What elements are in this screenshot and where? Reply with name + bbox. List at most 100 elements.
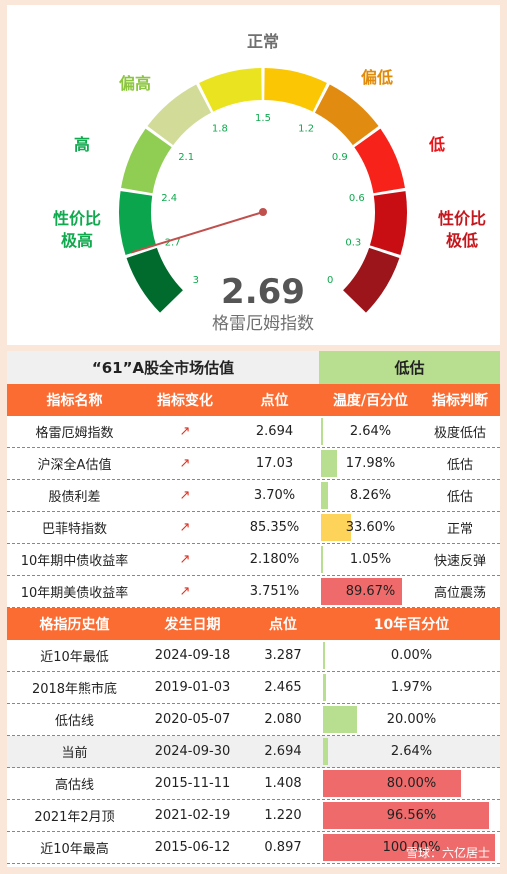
history-value: 3.287 xyxy=(264,648,302,663)
percentile-bar xyxy=(321,546,323,573)
history-percentile-bar xyxy=(323,674,327,701)
indicator-name: 巴菲特指数 xyxy=(41,522,107,537)
indicator-value: 2.180% xyxy=(249,552,300,567)
gauge-segment xyxy=(121,128,172,194)
indicator-judgement: 低估 xyxy=(446,458,473,473)
history-name: 高估线 xyxy=(54,778,94,793)
history-percentile-bar xyxy=(323,738,328,765)
history-name: 2018年熊市底 xyxy=(31,682,118,697)
percentile-cell: 17.98% xyxy=(321,448,420,479)
verdict-badge: 低估 xyxy=(319,351,500,384)
trend-arrow: ↗ xyxy=(179,424,191,439)
indicator-judgement: 极度低估 xyxy=(433,426,486,441)
watermark: 雪球：六亿居士 xyxy=(405,846,490,860)
indicator-name: 格雷厄姆指数 xyxy=(35,426,114,441)
gauge-segment xyxy=(264,68,327,112)
percentile-text: 33.60% xyxy=(345,520,396,535)
history-percentile-text: 1.97% xyxy=(390,680,433,695)
percentile-text: 1.05% xyxy=(349,552,392,567)
percentile-cell: 2.64% xyxy=(321,416,420,447)
trend-arrow: ↗ xyxy=(179,552,191,567)
trend-arrow: ↗ xyxy=(179,520,191,535)
gauge-tick-label: 0.9 xyxy=(332,152,348,163)
history-percentile-cell: 20.00% xyxy=(323,704,500,735)
history-date: 2021-02-19 xyxy=(154,808,231,823)
table-title: “61”A股全市场估值 xyxy=(7,351,319,384)
table1-row: 格雷厄姆指数 ↗ 2.694 2.64% 极度低估 xyxy=(7,416,500,448)
table2-header-cell: 10年百分位 xyxy=(373,617,450,633)
history-value: 2.465 xyxy=(264,680,302,695)
gauge-segment xyxy=(314,84,379,146)
history-percentile-bar xyxy=(323,802,490,829)
table2-row: 高估线 2015-11-11 1.408 80.00% xyxy=(7,768,500,800)
table1-row: 10年期中债收益率 ↗ 2.180% 1.05% 快速反弹 xyxy=(7,544,500,576)
gauge-tick-label: 2.4 xyxy=(161,193,177,204)
percentile-cell: 8.26% xyxy=(321,480,420,511)
indicator-name: 股债利差 xyxy=(48,490,101,505)
history-percentile-cell: 0.00% xyxy=(323,640,500,671)
gauge-segment xyxy=(147,84,212,146)
indicator-value: 85.35% xyxy=(249,520,300,535)
history-percentile-bar xyxy=(323,834,495,861)
gauge-tick-label: 1.8 xyxy=(212,123,228,134)
table1-header-cell: 指标变化 xyxy=(157,393,213,409)
gauge-value: 2.69 xyxy=(221,272,305,312)
gauge-zone-label: 高 xyxy=(74,135,90,154)
history-percentile-cell: 96.56% xyxy=(323,800,500,831)
table2-row: 2021年2月顶 2021-02-19 1.220 96.56% xyxy=(7,800,500,832)
history-percentile-cell: 80.00% xyxy=(323,768,500,799)
table2-header-cell: 发生日期 xyxy=(164,617,221,633)
percentile-text: 2.64% xyxy=(349,424,392,439)
indicator-value: 17.03 xyxy=(255,456,294,471)
gauge-tick-label: 1.5 xyxy=(255,113,271,124)
percentile-cell: 1.05% xyxy=(321,544,420,575)
table2-header-cell: 格指历史值 xyxy=(39,617,110,633)
percentile-text: 17.98% xyxy=(345,456,396,471)
percentile-bar xyxy=(321,514,352,541)
gauge-segment xyxy=(354,128,405,194)
history-percentile-cell: 100.00% xyxy=(323,832,500,863)
trend-arrow: ↗ xyxy=(179,584,191,599)
gauge-panel: 3 2.7 2.4 2.1 1.8 1.5 1.2 0.9 0.6 0.3 0 性价比极高 高 偏高 正常偏… xyxy=(7,5,500,345)
history-date: 2019-01-03 xyxy=(154,680,231,695)
percentile-bar xyxy=(321,482,329,509)
history-date: 2015-06-12 xyxy=(154,840,231,855)
gauge-tick-label: 0.3 xyxy=(345,237,361,248)
gauge-tick-label: 0.6 xyxy=(349,193,365,204)
indicator-name: 10年期中债收益率 xyxy=(20,554,129,569)
table2-row: 近10年最低 2024-09-18 3.287 0.00% xyxy=(7,640,500,672)
table1-header-row: 指标名称 指标变化 点位 温度/百分位 指标判断 xyxy=(7,384,500,416)
gauge-segment xyxy=(369,191,407,255)
trend-arrow: ↗ xyxy=(179,456,191,471)
history-percentile-text: 80.00% xyxy=(386,776,437,791)
history-name: 近10年最高 xyxy=(40,842,109,857)
history-value: 0.897 xyxy=(264,840,302,855)
gauge-zone-label: 性价比极高 xyxy=(53,209,101,250)
gauge-tick-label: 0 xyxy=(327,275,333,286)
history-percentile-text: 100.00% xyxy=(382,840,441,855)
percentile-bar xyxy=(321,418,324,445)
percentile-cell: 89.67% xyxy=(321,576,420,607)
indicator-judgement: 高位震荡 xyxy=(433,586,486,601)
history-percentile-text: 2.64% xyxy=(390,744,433,759)
history-percentile-cell: 1.97% xyxy=(323,672,500,703)
history-percentile-bar xyxy=(323,770,461,797)
table1-row: 沪深全A估值 ↗ 17.03 17.98% 低估 xyxy=(7,448,500,480)
gauge-zone-label: 偏低 xyxy=(361,68,393,87)
table1-header-cell: 点位 xyxy=(260,393,289,409)
history-percentile-text: 20.00% xyxy=(386,712,437,727)
gauge-segment xyxy=(199,68,262,112)
history-date: 2020-05-07 xyxy=(154,712,231,727)
indicator-value: 2.694 xyxy=(255,424,294,439)
history-value: 1.408 xyxy=(264,776,302,791)
table1-row: 巴菲特指数 ↗ 85.35% 33.60% 正常 xyxy=(7,512,500,544)
percentile-text: 8.26% xyxy=(349,488,392,503)
percentile-bar xyxy=(321,578,402,605)
gauge-segment xyxy=(343,247,400,313)
table2-row: 低估线 2020-05-07 2.080 20.00% xyxy=(7,704,500,736)
trend-arrow: ↗ xyxy=(179,488,191,503)
gauge-segment xyxy=(119,191,157,255)
indicator-judgement: 快速反弹 xyxy=(433,554,486,569)
gauge-zone-label: 性价比极低 xyxy=(438,209,486,250)
gauge-zone-label: 偏高 xyxy=(119,74,151,93)
